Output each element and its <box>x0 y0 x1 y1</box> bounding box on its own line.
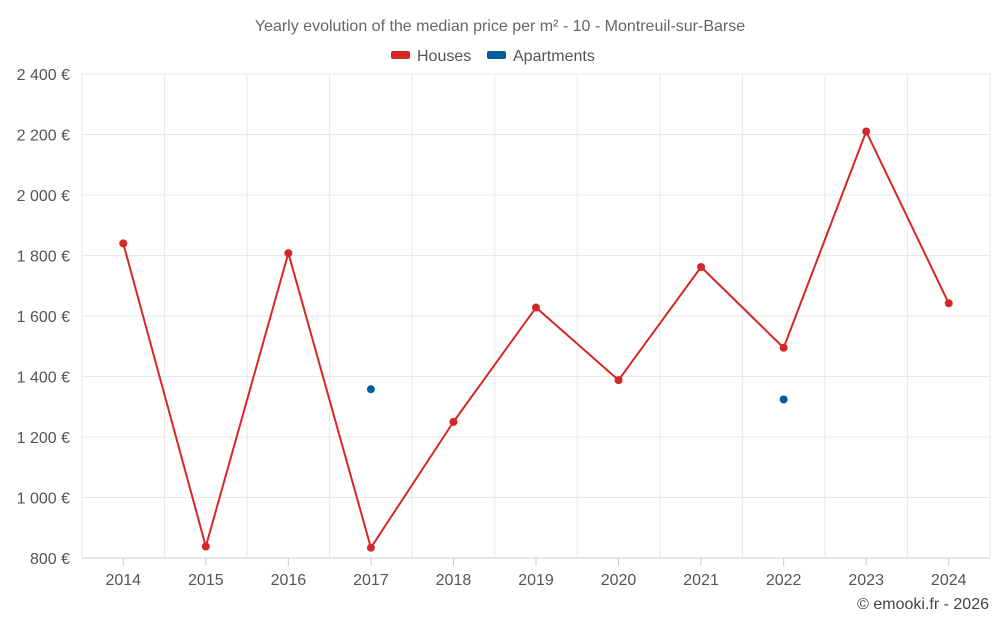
credit-text: © emooki.fr - 2026 <box>857 596 989 613</box>
legend-swatch-houses <box>391 51 410 59</box>
data-point-houses[interactable] <box>614 376 623 385</box>
data-point-houses[interactable] <box>862 127 871 136</box>
legend-item-houses[interactable]: Houses <box>391 48 471 65</box>
series-houses <box>119 127 953 552</box>
chart-title: Yearly evolution of the median price per… <box>255 18 745 35</box>
x-tick-label: 2020 <box>601 572 637 589</box>
data-point-houses[interactable] <box>944 299 953 308</box>
series-apartments <box>366 385 788 404</box>
data-point-apartments[interactable] <box>779 395 788 404</box>
legend-swatch-apartments <box>487 51 506 59</box>
legend-label-apartments: Apartments <box>513 48 595 65</box>
x-tick-label: 2022 <box>766 572 802 589</box>
y-axis: 800 € 1 000 € 1 200 € 1 400 € 1 600 € 1 800 €… <box>17 67 70 568</box>
x-tick-label: 2016 <box>271 572 307 589</box>
x-axis: 2014 2015 2016 2017 2018 2019 2020 2021 2022 2023… <box>82 557 990 589</box>
series <box>119 127 953 552</box>
y-tick-label: 1 000 € <box>17 491 70 508</box>
data-point-houses[interactable] <box>449 417 458 426</box>
data-point-houses[interactable] <box>366 543 375 552</box>
grid <box>81 73 991 558</box>
x-tick-label: 2024 <box>931 572 967 589</box>
legend-item-apartments[interactable]: Apartments <box>487 48 595 65</box>
x-tick-label: 2018 <box>436 572 472 589</box>
y-tick-label: 2 000 € <box>17 188 70 205</box>
data-point-houses[interactable] <box>284 249 293 258</box>
x-tick-label: 2015 <box>188 572 224 589</box>
x-tick-label: 2014 <box>105 572 141 589</box>
data-point-houses[interactable] <box>532 303 540 312</box>
y-tick-label: 1 800 € <box>17 249 70 266</box>
y-tick-label: 800 € <box>30 551 70 568</box>
y-tick-label: 2 400 € <box>17 67 70 84</box>
legend-label-houses: Houses <box>417 48 471 65</box>
x-tick-label: 2021 <box>683 572 719 589</box>
data-point-houses[interactable] <box>119 239 128 248</box>
data-point-houses[interactable] <box>201 542 210 551</box>
data-point-apartments[interactable] <box>366 385 375 394</box>
data-point-houses[interactable] <box>697 262 706 271</box>
y-tick-label: 2 200 € <box>17 128 70 145</box>
y-tick-label: 1 400 € <box>17 370 70 387</box>
legend[interactable]: Houses Apartments <box>391 48 595 65</box>
x-tick-label: 2023 <box>848 572 884 589</box>
x-tick-label: 2019 <box>518 572 554 589</box>
y-tick-label: 1 200 € <box>17 430 70 447</box>
x-tick-label: 2017 <box>353 572 389 589</box>
data-point-houses[interactable] <box>779 343 788 352</box>
y-tick-label: 1 600 € <box>17 309 70 326</box>
